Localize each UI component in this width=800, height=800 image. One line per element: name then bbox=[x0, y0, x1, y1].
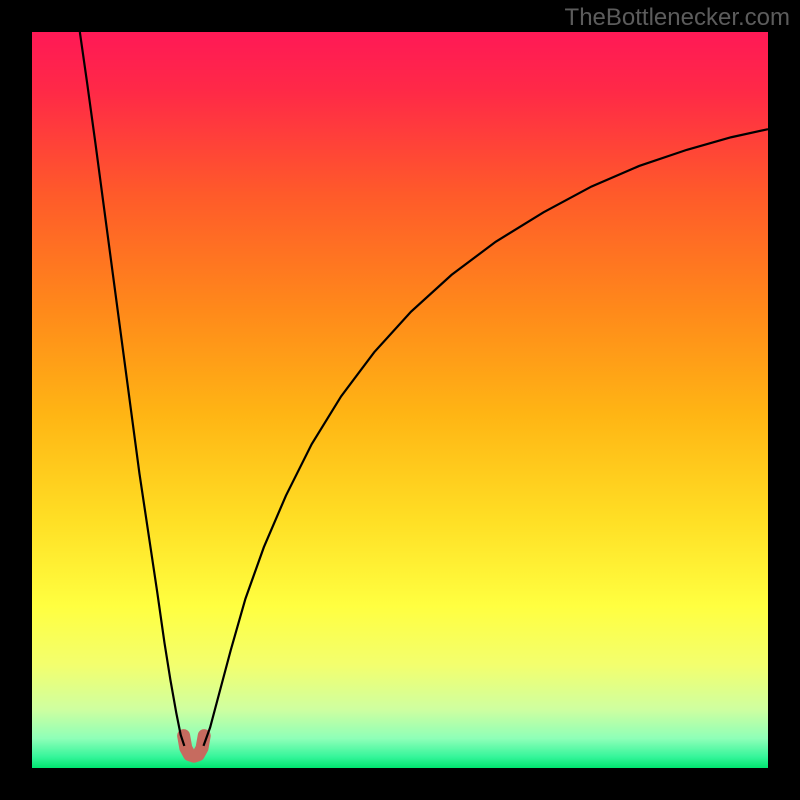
chart-svg bbox=[0, 0, 800, 800]
watermark-text: TheBottlenecker.com bbox=[565, 4, 790, 32]
plot-area bbox=[32, 32, 768, 768]
chart-stage: TheBottlenecker.com bbox=[0, 0, 800, 800]
